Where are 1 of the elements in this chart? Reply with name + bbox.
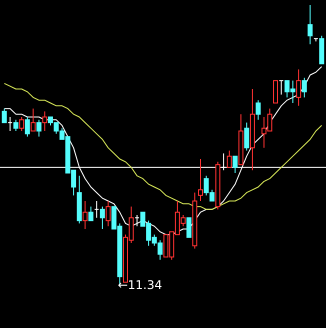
annotation: ←11.34	[118, 278, 162, 292]
